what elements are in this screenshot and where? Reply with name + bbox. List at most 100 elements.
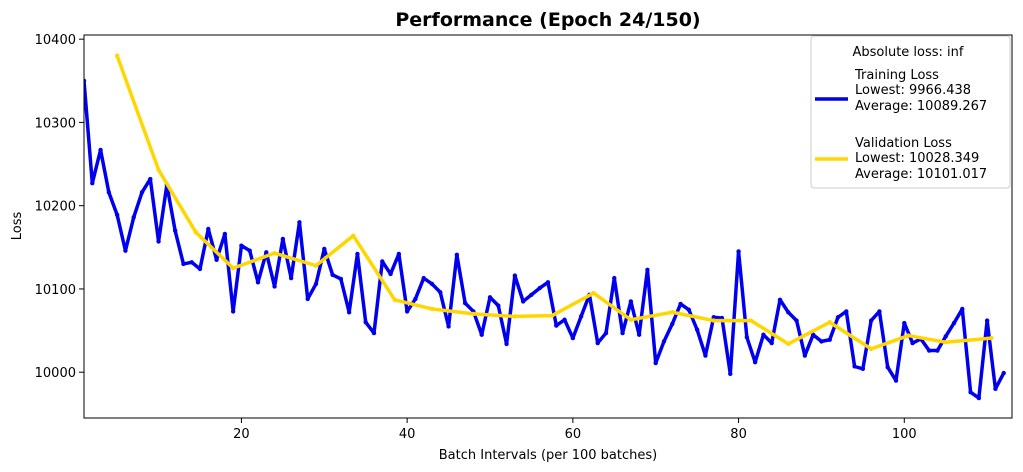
y-tick-label: 10300 (35, 116, 76, 131)
data-point-training (935, 348, 940, 353)
y-axis-label: Loss (10, 212, 25, 241)
x-axis-label: Batch Intervals (per 100 batches) (439, 448, 657, 463)
data-point-training (84, 78, 87, 83)
data-point-training (984, 318, 990, 323)
x-axis-ticks: 20 40 60 80 100 (233, 418, 917, 442)
data-point-training (852, 364, 857, 369)
data-point-training (338, 276, 344, 282)
data-point-validation (786, 341, 791, 347)
data-point-training (355, 251, 360, 257)
legend-validation-name: Validation Loss (855, 136, 952, 151)
data-point-training (529, 292, 534, 297)
data-point-validation (628, 317, 634, 322)
data-point-training (786, 310, 791, 315)
data-point-training (868, 318, 874, 323)
data-point-training (214, 257, 219, 262)
data-point-training (728, 371, 733, 377)
data-point-training (288, 275, 294, 281)
data-point-training (114, 212, 120, 218)
y-tick-label: 10000 (35, 366, 76, 381)
x-tick-label: 40 (399, 427, 416, 442)
data-point-training (206, 226, 211, 232)
data-point-training (761, 332, 766, 337)
legend-training-lowest: Lowest: 9966.438 (855, 83, 971, 98)
plot-frame (83, 34, 1013, 419)
data-point-training (330, 272, 335, 277)
data-point-training (645, 267, 650, 272)
x-tick-label: 100 (892, 427, 917, 442)
data-point-training (595, 340, 600, 346)
data-point-training (255, 280, 261, 285)
y-tick-label: 10400 (35, 33, 76, 48)
data-point-validation (156, 167, 161, 173)
data-point-training (239, 243, 244, 248)
data-point-training (429, 281, 435, 287)
data-point-training (487, 295, 493, 300)
data-point-training (197, 266, 203, 272)
data-point-training (139, 190, 145, 195)
data-point-training (148, 176, 153, 182)
data-point-validation (989, 335, 994, 341)
data-point-training (1001, 370, 1006, 376)
data-point-training (802, 353, 808, 358)
data-point-validation (313, 263, 319, 268)
data-point-validation (670, 310, 675, 315)
data-point-training (438, 290, 443, 295)
series-line-training (84, 79, 1006, 400)
x-tick-label: 60 (565, 427, 582, 442)
data-point-training (106, 190, 112, 195)
data-point-training (752, 360, 758, 365)
data-point-training (769, 340, 774, 346)
data-point-training (885, 365, 890, 370)
data-point-training (993, 386, 998, 392)
data-point-training (976, 395, 982, 401)
data-point-validation (471, 311, 476, 317)
data-point-training (363, 320, 368, 325)
data-point-validation (272, 250, 277, 256)
data-point-validation (591, 290, 596, 296)
legend: Absolute loss: inf Training Loss Lowest:… (810, 35, 1011, 189)
data-point-training (612, 275, 617, 281)
data-point-training (462, 300, 468, 306)
legend-title: Absolute loss: inf (852, 45, 963, 60)
plot-area (84, 53, 1006, 401)
data-point-training (496, 303, 501, 308)
data-point-training (960, 306, 965, 312)
data-point-training (172, 228, 178, 233)
data-point-training (346, 310, 352, 315)
data-point-training (264, 250, 269, 255)
data-point-validation (512, 314, 518, 319)
data-point-validation (429, 306, 435, 312)
data-point-training (844, 309, 849, 314)
x-tick-label: 80 (730, 427, 747, 442)
data-point-validation (827, 320, 832, 325)
data-point-training (777, 297, 783, 302)
data-point-training (578, 314, 584, 319)
y-tick-label: 10100 (35, 283, 76, 298)
data-point-training (570, 335, 576, 341)
data-point-training (504, 341, 509, 347)
legend-box (810, 35, 1011, 189)
chart-title: Performance (Epoch 24/150) (395, 9, 700, 31)
data-point-training (628, 299, 634, 304)
data-point-training (744, 335, 750, 340)
series-validation (114, 53, 994, 352)
data-point-validation (549, 313, 555, 318)
data-point-training (562, 317, 567, 322)
data-point-training (230, 309, 236, 314)
data-point-training (479, 332, 484, 337)
data-point-training (951, 320, 957, 326)
data-point-training (371, 330, 377, 336)
legend-validation-average: Average: 10101.017 (855, 167, 987, 182)
legend-training-average: Average: 10089.267 (855, 99, 987, 114)
data-point-training (860, 366, 866, 372)
data-point-training (322, 246, 327, 252)
data-point-training (537, 285, 542, 291)
data-point-training (222, 231, 228, 237)
data-point-validation (351, 233, 356, 238)
data-point-training (272, 284, 277, 289)
data-point-validation (943, 340, 948, 345)
data-point-training (827, 337, 832, 342)
data-point-training (603, 330, 609, 336)
